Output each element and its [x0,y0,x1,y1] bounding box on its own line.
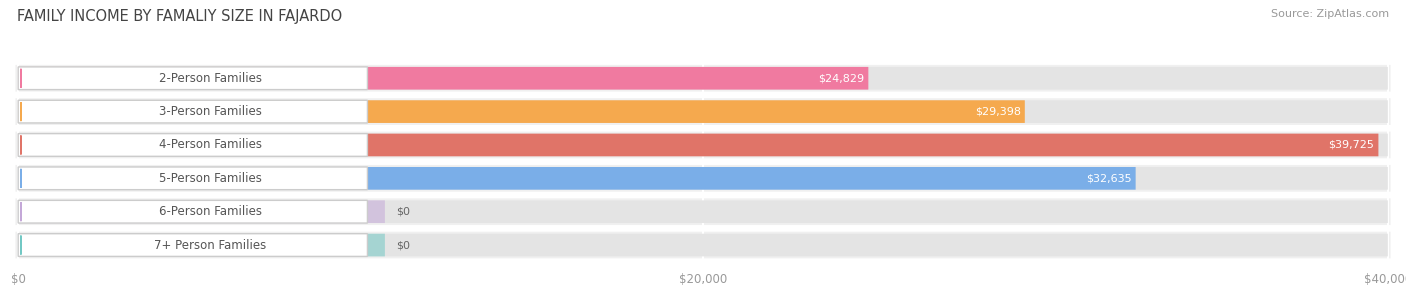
FancyBboxPatch shape [18,200,385,223]
FancyBboxPatch shape [18,234,367,257]
FancyBboxPatch shape [15,98,1391,125]
FancyBboxPatch shape [15,198,1391,225]
FancyBboxPatch shape [18,200,1388,223]
FancyBboxPatch shape [18,167,367,190]
Text: $0: $0 [396,240,411,250]
Text: 7+ Person Families: 7+ Person Families [155,239,266,252]
FancyBboxPatch shape [18,200,367,223]
FancyBboxPatch shape [18,167,1388,190]
FancyBboxPatch shape [18,67,367,90]
Text: Source: ZipAtlas.com: Source: ZipAtlas.com [1271,9,1389,19]
Text: 4-Person Families: 4-Person Families [159,138,262,152]
Text: 6-Person Families: 6-Person Families [159,205,262,218]
Text: $29,398: $29,398 [974,107,1021,117]
FancyBboxPatch shape [18,134,1388,156]
Text: $39,725: $39,725 [1329,140,1374,150]
Text: 2-Person Families: 2-Person Families [159,72,262,85]
FancyBboxPatch shape [18,134,367,156]
FancyBboxPatch shape [18,67,1388,90]
FancyBboxPatch shape [18,100,1025,123]
FancyBboxPatch shape [18,67,869,90]
FancyBboxPatch shape [15,232,1391,258]
FancyBboxPatch shape [18,100,1388,123]
FancyBboxPatch shape [18,234,385,257]
Text: $32,635: $32,635 [1085,173,1132,183]
FancyBboxPatch shape [18,100,367,123]
FancyBboxPatch shape [18,167,1136,190]
Text: 5-Person Families: 5-Person Families [159,172,262,185]
FancyBboxPatch shape [15,65,1391,92]
Text: 3-Person Families: 3-Person Families [159,105,262,118]
FancyBboxPatch shape [18,234,1388,257]
FancyBboxPatch shape [18,134,1378,156]
Text: $24,829: $24,829 [818,73,865,83]
Text: $0: $0 [396,207,411,217]
FancyBboxPatch shape [15,165,1391,192]
FancyBboxPatch shape [15,132,1391,158]
Text: FAMILY INCOME BY FAMALIY SIZE IN FAJARDO: FAMILY INCOME BY FAMALIY SIZE IN FAJARDO [17,9,342,24]
